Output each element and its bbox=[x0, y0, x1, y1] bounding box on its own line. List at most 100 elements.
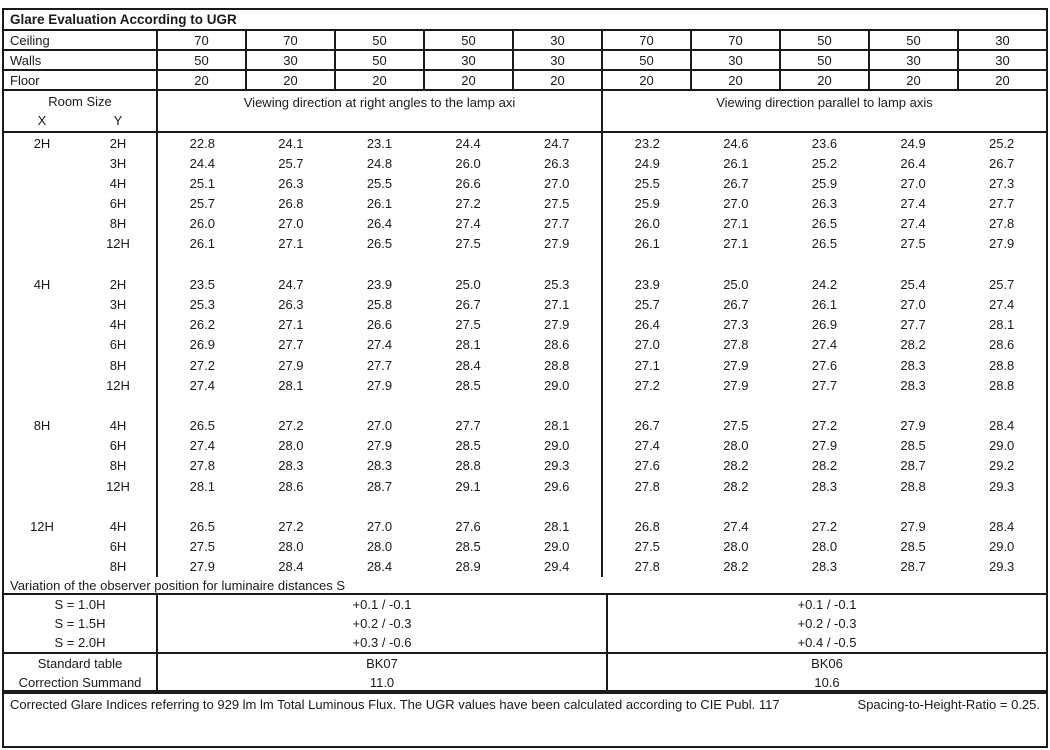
ugr-value-cell: 29.0 bbox=[544, 377, 570, 393]
ugr-value-cell: 24.7 bbox=[544, 135, 570, 151]
ugr-value-cell: 28.2 bbox=[723, 559, 749, 575]
surface-value-cell: 30 bbox=[868, 51, 957, 69]
ugr-value-cell: 27.7 bbox=[900, 317, 926, 333]
ugr-value-cell: 27.7 bbox=[455, 418, 481, 434]
variation-row-label: S = 1.5H bbox=[54, 616, 106, 631]
ugr-value-cell bbox=[692, 254, 781, 274]
surface-value-cell: 30 bbox=[690, 51, 779, 69]
group-header-parallel: Viewing direction parallel to lamp axis bbox=[601, 91, 1046, 131]
ugr-value-cell bbox=[600, 395, 692, 416]
ugr-value-cell: 28.4 bbox=[988, 418, 1015, 434]
ugr-value-cell: 29.0 bbox=[988, 539, 1015, 555]
ugr-value-cell bbox=[247, 496, 336, 516]
summary-row-right-value: BK06 bbox=[606, 654, 1046, 673]
ugr-value-cell bbox=[247, 254, 336, 274]
ugr-value-cell: 26.3 bbox=[544, 155, 570, 171]
ugr-value-cell: 27.8 bbox=[600, 556, 692, 577]
ugr-row: 12H 28.1 28.6 28.7 29.1 29.6 27.8 28.2 28.3 28.8 2… bbox=[4, 476, 1046, 497]
variation-row-left-value: +0.1 / -0.1 bbox=[156, 595, 606, 614]
ugr-value-cell: 23.2 bbox=[600, 133, 692, 154]
ugr-value-cell: 27.9 bbox=[811, 438, 838, 454]
ugr-row: 6H 27.4 28.0 27.9 28.5 29.0 27.4 28.0 27.9 28.5 29… bbox=[4, 435, 1046, 456]
ugr-value-cell: 27.8 bbox=[156, 455, 247, 477]
ugr-value-cell: 28.6 bbox=[278, 478, 304, 494]
ugr-row: 8H 27.2 27.9 27.7 28.4 28.8 27.1 27.9 27.6 28.3 28… bbox=[4, 354, 1046, 376]
room-y-cell: 3H bbox=[109, 155, 127, 171]
room-x-cell bbox=[4, 294, 80, 314]
table-title: Glare Evaluation According to UGR bbox=[4, 10, 1046, 31]
ugr-row: 3H 25.3 26.3 25.8 26.7 27.1 25.7 26.7 26.1 27.0 27… bbox=[4, 294, 1046, 315]
surface-row-label: Walls bbox=[10, 52, 42, 68]
ugr-value-cell: 24.4 bbox=[455, 135, 481, 151]
ugr-row bbox=[4, 254, 1046, 275]
surface-value-cell: 50 bbox=[868, 31, 957, 49]
room-size-x-label: X bbox=[37, 113, 47, 128]
ugr-value-cell: 25.5 bbox=[600, 173, 692, 194]
ugr-value-cell: 28.6 bbox=[988, 337, 1015, 353]
footer-text-main: Corrected Glare Indices referring to 929… bbox=[10, 697, 780, 712]
ugr-value-cell: 26.9 bbox=[156, 334, 247, 355]
ugr-value-cell: 27.8 bbox=[600, 476, 692, 497]
ugr-value-cell: 25.0 bbox=[455, 276, 481, 292]
ugr-value-cell: 26.9 bbox=[811, 317, 838, 333]
ugr-value-cell: 28.5 bbox=[455, 539, 481, 555]
surface-value-cell: 70 bbox=[690, 31, 779, 49]
room-x-cell: 2H bbox=[33, 135, 51, 151]
ugr-value-cell: 24.8 bbox=[366, 155, 393, 171]
footer-note: Corrected Glare Indices referring to 929… bbox=[2, 692, 1048, 748]
ugr-value-cell: 28.1 bbox=[278, 377, 304, 393]
ugr-value-cell: 27.2 bbox=[455, 196, 481, 212]
ugr-value-cell bbox=[335, 254, 424, 274]
room-y-cell: 6H bbox=[109, 539, 127, 555]
ugr-value-cell: 24.7 bbox=[278, 276, 304, 292]
surface-value-cell: 20 bbox=[245, 71, 334, 89]
ugr-value-cell: 27.6 bbox=[811, 357, 838, 373]
room-x-cell bbox=[4, 375, 80, 395]
ugr-value-cell: 27.6 bbox=[455, 519, 481, 535]
ugr-value-cell: 28.4 bbox=[366, 559, 393, 575]
surface-value-cell: 50 bbox=[334, 51, 423, 69]
ugr-value-cell: 25.4 bbox=[900, 276, 926, 292]
ugr-value-cell: 27.0 bbox=[900, 297, 926, 313]
ugr-value-cell: 26.1 bbox=[156, 233, 247, 255]
ugr-value-cell: 28.5 bbox=[455, 377, 481, 393]
ugr-value-cell: 26.3 bbox=[811, 196, 838, 212]
ugr-value-cell: 28.5 bbox=[900, 539, 926, 555]
ugr-value-cell: 24.9 bbox=[600, 153, 692, 174]
ugr-value-cell: 28.2 bbox=[723, 478, 749, 494]
ugr-value-cell: 27.5 bbox=[455, 317, 481, 333]
room-size-label: Room Size bbox=[48, 94, 112, 109]
ugr-value-cell: 27.5 bbox=[544, 196, 570, 212]
ugr-row: 4H 26.2 27.1 26.6 27.5 27.9 26.4 27.3 26.9 27.7 28… bbox=[4, 314, 1046, 335]
room-x-cell: 4H bbox=[33, 276, 51, 292]
ugr-row: 6H 25.7 26.8 26.1 27.2 27.5 25.9 27.0 26.3 27.4 27… bbox=[4, 193, 1046, 214]
ugr-value-cell: 27.2 bbox=[811, 418, 838, 434]
ugr-value-cell: 27.2 bbox=[278, 519, 304, 535]
ugr-row: 6H 26.9 27.7 27.4 28.1 28.6 27.0 27.8 27.4 28.2 28… bbox=[4, 334, 1046, 355]
ugr-value-cell: 25.3 bbox=[156, 294, 247, 315]
ugr-row: 8H 26.0 27.0 26.4 27.4 27.7 26.0 27.1 26.5 27.4 27… bbox=[4, 213, 1046, 234]
ugr-value-cell: 28.4 bbox=[455, 357, 481, 373]
ugr-value-cell: 26.7 bbox=[600, 415, 692, 436]
ugr-value-cell: 27.9 bbox=[366, 377, 393, 393]
room-y-cell: 4H bbox=[109, 519, 127, 535]
ugr-value-cell: 27.5 bbox=[900, 236, 926, 252]
ugr-value-cell bbox=[600, 254, 692, 275]
ugr-value-cell: 28.3 bbox=[811, 478, 838, 494]
variation-row-right-value: +0.2 / -0.3 bbox=[606, 614, 1046, 633]
ugr-value-cell: 27.4 bbox=[366, 337, 393, 353]
ugr-row: 8H 4H 26.5 27.2 27.0 27.7 28.1 26.7 27.5 27.2 27.9… bbox=[4, 415, 1046, 436]
ugr-value-cell: 27.4 bbox=[723, 519, 749, 535]
ugr-value-cell: 27.7 bbox=[811, 377, 838, 393]
ugr-value-cell: 24.1 bbox=[278, 135, 304, 151]
ugr-value-cell: 27.7 bbox=[544, 216, 570, 232]
ugr-value-cell bbox=[512, 496, 601, 516]
ugr-value-cell: 27.9 bbox=[900, 418, 926, 434]
ugr-value-cell: 28.3 bbox=[900, 357, 926, 373]
ugr-value-cell: 29.0 bbox=[544, 539, 570, 555]
room-x-cell bbox=[4, 355, 80, 375]
ugr-value-cell: 26.0 bbox=[600, 213, 692, 234]
room-x-cell bbox=[4, 234, 80, 254]
ugr-value-cell bbox=[600, 496, 692, 517]
